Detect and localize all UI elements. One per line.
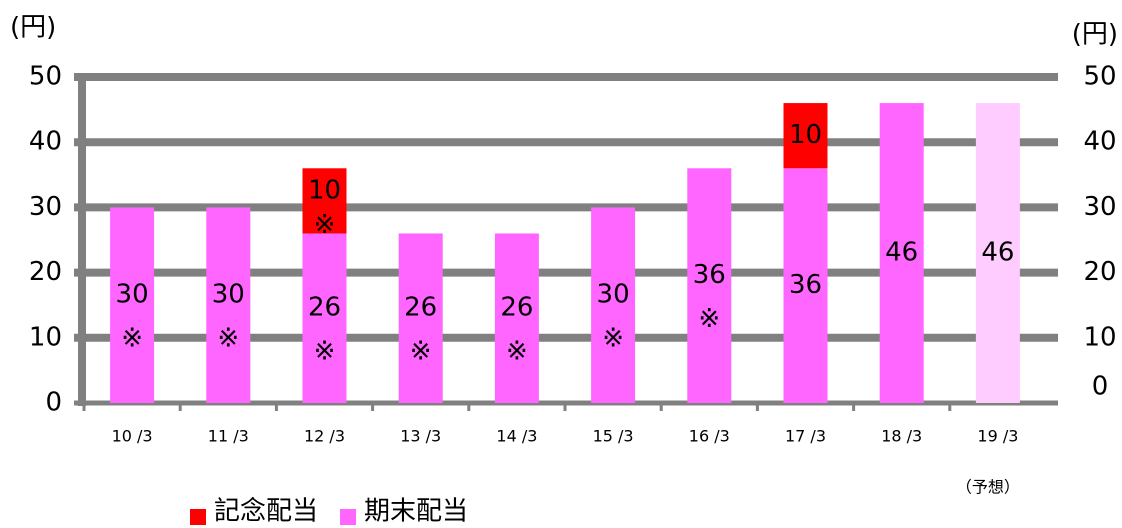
y-axis-label: (円) bbox=[10, 13, 56, 43]
value-note: ※ bbox=[506, 337, 528, 367]
x-tick-label: 16 /3 bbox=[689, 427, 730, 446]
bar-segment bbox=[879, 103, 924, 403]
bar-segment bbox=[302, 168, 347, 234]
y-tick-label: 40 bbox=[29, 127, 62, 157]
y2-tick-label: 50 bbox=[1083, 62, 1116, 92]
value-label: 26 bbox=[404, 293, 437, 323]
value-note: ※ bbox=[410, 337, 432, 367]
x-tick-label: 18 /3 bbox=[881, 427, 922, 446]
x-tick-label: 15 /3 bbox=[593, 427, 634, 446]
legend-label: 期末配当 bbox=[364, 497, 468, 527]
bar-segment bbox=[494, 233, 539, 403]
legend-swatch bbox=[340, 509, 357, 525]
bar-segment bbox=[206, 207, 251, 403]
y2-tick-label: 20 bbox=[1083, 257, 1116, 287]
y2-tick-label: 30 bbox=[1083, 192, 1116, 222]
value-note: ※ bbox=[314, 210, 336, 240]
y2-tick-label: 0 bbox=[1092, 372, 1109, 402]
value-label: 10 bbox=[308, 175, 341, 205]
value-label: 26 bbox=[500, 293, 533, 323]
x-tick-label: 17 /3 bbox=[785, 427, 826, 446]
bar-segment bbox=[687, 168, 732, 403]
bar-segment bbox=[302, 233, 347, 403]
y2-tick-label: 10 bbox=[1083, 322, 1116, 352]
value-note: ※ bbox=[121, 324, 143, 354]
value-label: 46 bbox=[885, 238, 918, 268]
value-note: ※ bbox=[602, 324, 624, 354]
value-label: 26 bbox=[308, 293, 341, 323]
bar-segment bbox=[783, 103, 828, 169]
x-tick-label: 11 /3 bbox=[208, 427, 249, 446]
value-note: ※ bbox=[217, 324, 239, 354]
value-label: 30 bbox=[116, 280, 149, 310]
y-tick-label: 0 bbox=[45, 388, 62, 418]
bar-segment bbox=[591, 207, 636, 403]
y-tick-label: 50 bbox=[29, 62, 62, 92]
y2-axis-label: (円) bbox=[1072, 20, 1118, 50]
y-tick-label: 10 bbox=[29, 322, 62, 352]
value-label: 36 bbox=[789, 270, 822, 300]
x-tick-label: 12 /3 bbox=[304, 427, 345, 446]
value-label: 36 bbox=[693, 260, 726, 290]
y-tick-label: 30 bbox=[29, 192, 62, 222]
x-tick-label: 13 /3 bbox=[400, 427, 441, 446]
value-label: 30 bbox=[212, 280, 245, 310]
value-label: 10 bbox=[789, 120, 822, 150]
value-note: ※ bbox=[698, 304, 720, 334]
bar-segment bbox=[110, 207, 155, 403]
x-tick-label: 14 /3 bbox=[496, 427, 537, 446]
legend-label: 記念配当 bbox=[214, 497, 318, 527]
annotation: （予想） bbox=[956, 478, 1020, 497]
value-note: ※ bbox=[314, 337, 336, 367]
value-label: 46 bbox=[981, 238, 1014, 268]
y2-tick-label: 40 bbox=[1083, 127, 1116, 157]
y-tick-label: 20 bbox=[29, 257, 62, 287]
bar-segment bbox=[398, 233, 443, 403]
legend-swatch bbox=[190, 509, 206, 525]
x-tick-label: 10 /3 bbox=[112, 427, 153, 446]
x-tick-label: 19 /3 bbox=[977, 427, 1018, 446]
bar-segment bbox=[783, 168, 828, 403]
value-label: 30 bbox=[597, 280, 630, 310]
bar-segment bbox=[975, 103, 1020, 403]
